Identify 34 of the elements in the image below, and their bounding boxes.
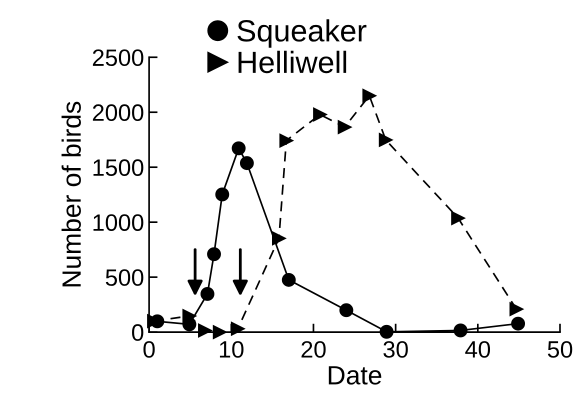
point: [215, 188, 230, 202]
point: [313, 108, 327, 122]
point: [232, 141, 246, 156]
x-tick-label: 50: [548, 341, 572, 358]
y-tick-label: 2000: [92, 104, 144, 122]
point: [182, 309, 196, 323]
point: [362, 88, 376, 103]
x-tick-label: 0: [143, 341, 155, 358]
y-tick-label: 500: [106, 269, 144, 286]
point: [511, 316, 526, 331]
y-tick-label: 1000: [94, 214, 144, 231]
point: [338, 120, 352, 134]
x-axis-title: Date: [328, 366, 382, 385]
point: [200, 287, 214, 301]
point: [272, 231, 286, 246]
x-tick-label: 10: [220, 341, 244, 358]
point: [510, 302, 524, 316]
point: [240, 156, 254, 170]
point: [282, 272, 296, 287]
point: [339, 303, 354, 318]
point: [378, 132, 393, 147]
x-tick-label: 20: [302, 341, 326, 358]
y-tick-label: 0: [132, 324, 144, 341]
point: [279, 134, 294, 148]
x-tick-label: 30: [383, 341, 408, 358]
point: [451, 211, 466, 226]
legend-label: Squeaker: [237, 19, 366, 48]
y-axis-title: Number of birds: [62, 102, 81, 286]
x-tick-label: 40: [465, 341, 490, 358]
y-tick-label: 1500: [94, 159, 144, 176]
legend-label: Helliwell: [238, 50, 346, 74]
point: [230, 322, 245, 336]
y-tick-label: 2500: [92, 49, 144, 66]
point: [207, 247, 221, 262]
